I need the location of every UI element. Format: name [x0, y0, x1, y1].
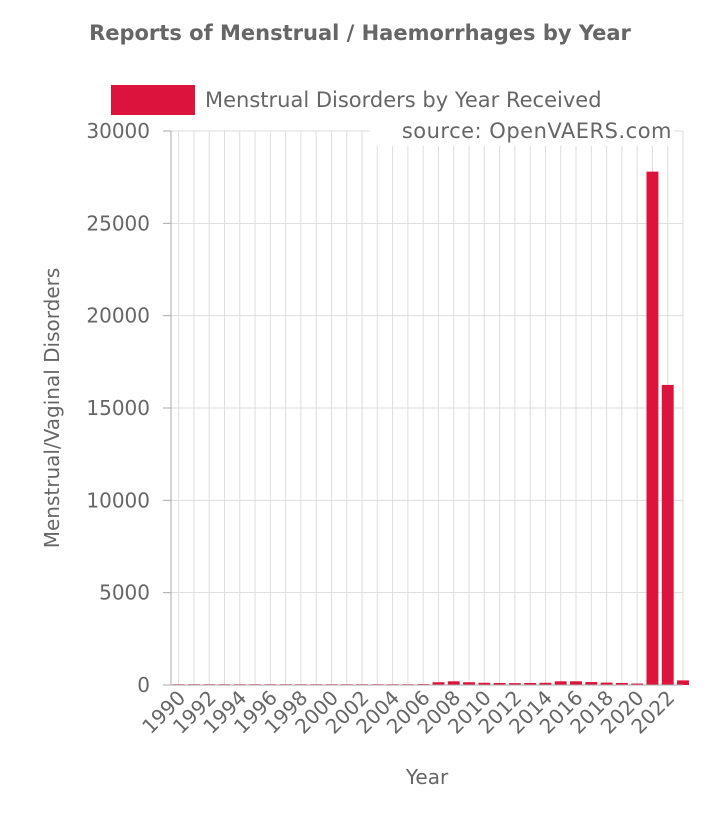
source-note: source: OpenVAERS.com — [402, 119, 672, 143]
bar-2009[interactable] — [463, 682, 475, 685]
bar-2007[interactable] — [432, 682, 445, 685]
y-tick-label: 0 — [137, 673, 150, 697]
bar-2016[interactable] — [570, 681, 582, 685]
bar-2014[interactable] — [539, 682, 552, 685]
y-tick-label: 10000 — [86, 488, 150, 512]
chart-title: Reports of Menstrual / Haemorrhages by Y… — [89, 21, 631, 45]
axes — [163, 130, 683, 686]
y-tick-label: 30000 — [86, 119, 150, 143]
y-tick-labels: 0 5000 10000 15000 20000 25000 30000 — [86, 119, 150, 697]
y-tick-label: 15000 — [86, 396, 150, 420]
bar-2013[interactable] — [524, 682, 537, 685]
legend-swatch[interactable] — [111, 85, 195, 115]
bar-2015[interactable] — [554, 681, 567, 685]
x-tick-labels: 1990199219941996199820002002200420062008… — [137, 686, 679, 739]
y-axis-label: Menstrual/Vaginal Disorders — [40, 268, 64, 549]
bar-2008[interactable] — [447, 681, 460, 685]
y-tick-label: 5000 — [99, 581, 150, 605]
bar-2019[interactable] — [615, 682, 628, 685]
source-note-background — [370, 116, 674, 146]
y-tick-label: 25000 — [86, 211, 150, 235]
bar-2018[interactable] — [600, 682, 613, 685]
x-axis-label: Year — [405, 765, 449, 789]
bar-2012[interactable] — [508, 683, 521, 685]
y-tick-label: 20000 — [86, 304, 150, 328]
bar-2010[interactable] — [478, 682, 491, 685]
bar-2020[interactable] — [631, 683, 644, 685]
bar-2021[interactable] — [646, 171, 659, 686]
bar-2017[interactable] — [585, 682, 598, 685]
legend-label: Menstrual Disorders by Year Received — [205, 88, 602, 112]
bar-2022[interactable] — [661, 384, 674, 685]
bar-2011[interactable] — [493, 682, 506, 685]
bars — [172, 171, 689, 686]
grid — [171, 130, 684, 686]
bar-2023[interactable] — [677, 680, 689, 685]
